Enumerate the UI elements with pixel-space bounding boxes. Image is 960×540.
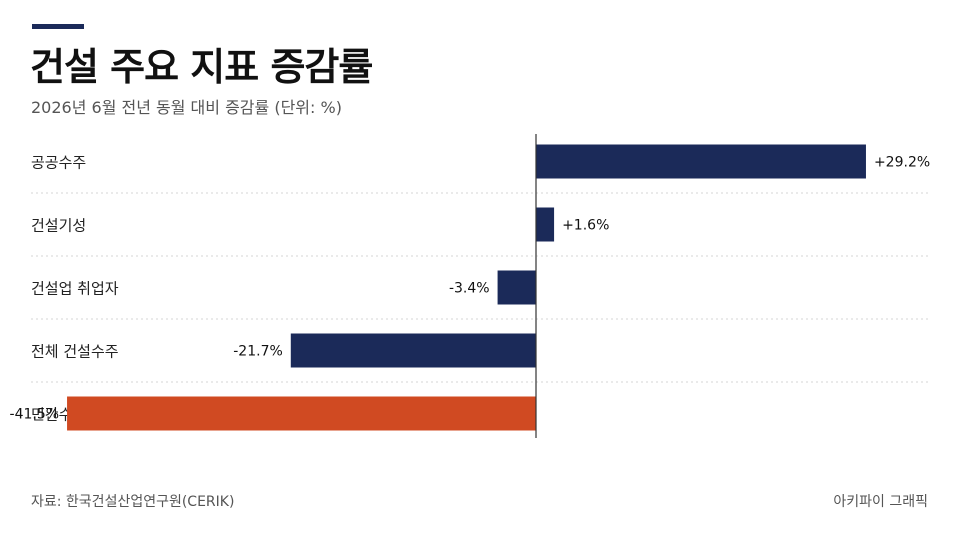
bar [536, 144, 866, 179]
data-label: -41.5% [10, 407, 60, 423]
bar [67, 396, 537, 431]
chart-title: 건설 주요 지표 증감률 [30, 45, 373, 89]
category-label: 건설기성 [31, 217, 86, 235]
category-label: 공공수주 [31, 154, 86, 172]
bar [290, 333, 536, 368]
data-label: -3.4% [449, 281, 490, 297]
credit-note: 아키파이 그래픽 [833, 494, 928, 510]
data-label: +1.6% [562, 218, 609, 234]
category-label: 건설업 취업자 [31, 280, 119, 298]
bar [497, 270, 536, 305]
data-label: +29.2% [874, 155, 930, 171]
chart-subtitle: 2026년 6월 전년 동월 대비 증감률 (단위: %) [31, 98, 342, 117]
data-label: -21.7% [233, 344, 283, 360]
bar [536, 207, 555, 242]
category-label: 전체 건설수주 [31, 343, 119, 361]
source-note: 자료: 한국건설산업연구원(CERIK) [31, 494, 235, 510]
accent-bar [32, 24, 84, 29]
